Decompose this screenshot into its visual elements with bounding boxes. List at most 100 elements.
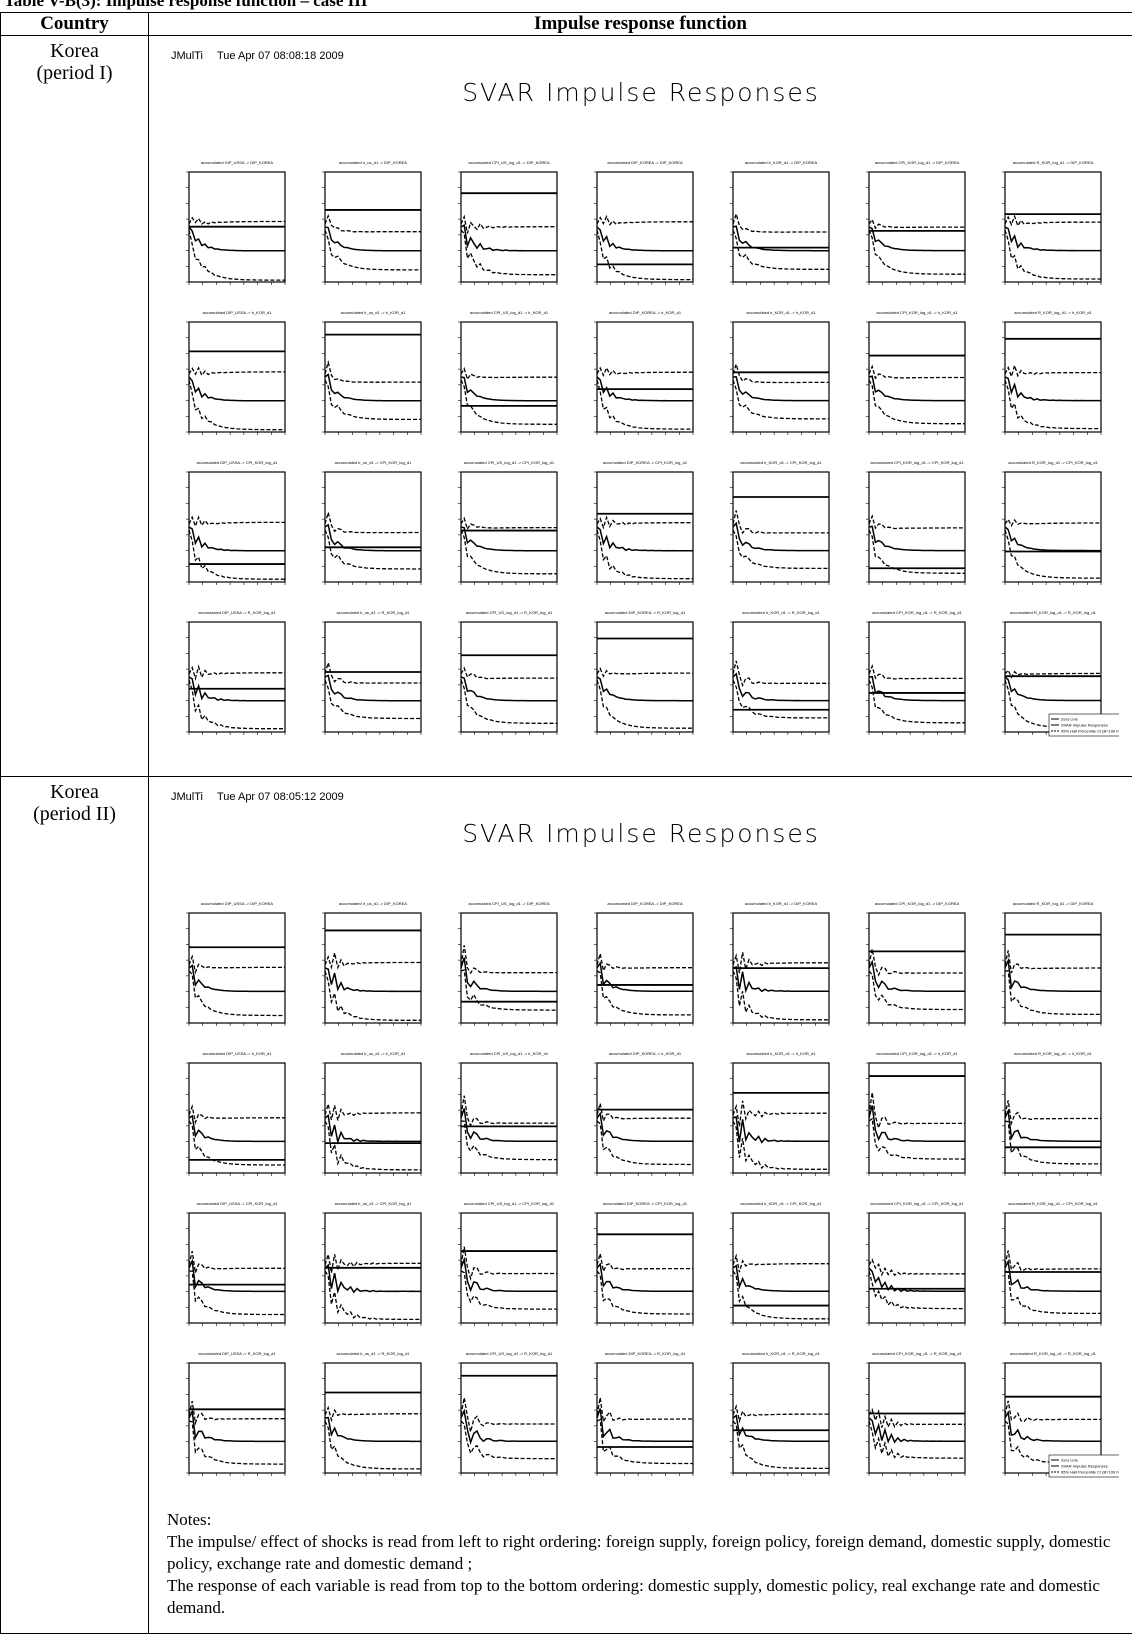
subplot-frame xyxy=(324,471,422,583)
impulse-response-line xyxy=(868,226,965,252)
impulse-response-line xyxy=(188,1258,285,1293)
country-cell: Korea (period I) xyxy=(0,35,149,777)
ci-lower-line xyxy=(188,379,285,431)
impulse-response-line xyxy=(732,225,829,252)
ci-upper-line xyxy=(188,954,285,975)
program-name: JMulTi xyxy=(171,50,203,62)
ci-upper-line xyxy=(732,362,829,384)
ci-upper-line xyxy=(1004,518,1101,527)
program-name: JMulTi xyxy=(171,791,203,803)
ci-upper-line xyxy=(1004,1400,1101,1423)
header-country: Country xyxy=(0,12,149,36)
irf-subplot-r2-c1: accumulated DIP_USSA -> lr_KOR_d1 xyxy=(186,1051,286,1176)
subplot-title: accumulated lr_KOR_d1 -> DIP_KOREA xyxy=(745,160,818,165)
subplot-frame xyxy=(868,1062,966,1174)
ci-upper-line xyxy=(596,366,693,378)
irf-subplot-r1-c1: accumulated DIP_USSA -> DIP_KOREA xyxy=(186,160,286,285)
impulse-response-line xyxy=(188,1114,285,1143)
subplot-title: accumulated R_KOR_log_d1 -> R_KOR_log_d1 xyxy=(1010,610,1096,615)
irf-subplot-r2-c7: accumulated R_KOR_log_d1 -> lr_KOR_d1 xyxy=(1002,310,1102,435)
ci-upper-line xyxy=(732,211,829,233)
subplot-frame xyxy=(732,471,830,583)
ci-lower-line xyxy=(732,529,829,570)
ci-lower-line xyxy=(324,970,421,1021)
irf-subplot-r4-c3: accumulated CPI_US_log_d1 -> R_KOR_log_d… xyxy=(458,1351,558,1476)
irf-subplot-r3-c1: accumulated DIP_USSA -> CPI_KOR_log_d1 xyxy=(186,1201,286,1326)
ci-upper-line xyxy=(1004,1100,1101,1126)
ci-lower-line xyxy=(732,679,829,719)
subplot-title: accumulated CPI_KOR_log_d1 -> R_KOR_log_… xyxy=(872,610,962,615)
impulse-response-line xyxy=(732,672,829,702)
subplot-title: accumulated DIP_KOREA -> DIP_KOREA xyxy=(607,901,683,906)
irf-subplot-r3-c1: accumulated DIP_USSA -> CPI_KOR_log_d1 xyxy=(186,460,286,585)
plot-stamp: JMulTi Tue Apr 07 08:05:12 2009 xyxy=(171,791,344,803)
subplot-title: accumulated CPI_US_log_d1 -> DIP_KOREA xyxy=(468,160,550,165)
impulse-response-line xyxy=(324,1114,421,1145)
legend-box xyxy=(1048,1454,1119,1478)
ci-upper-line xyxy=(1004,1250,1101,1272)
impulse-response-line xyxy=(188,226,285,252)
subplot-title: accumulated lr_KOR_d1 -> R_KOR_log_d1 xyxy=(742,610,820,615)
subplot-title: accumulated R_KOR_log_d1 -> CPI_KOR_log_… xyxy=(1008,1201,1098,1206)
subplot-title: accumulated R_KOR_log_d1 -> R_KOR_log_d1 xyxy=(1010,1351,1096,1356)
country-name: Korea xyxy=(50,781,99,803)
irf-subplot-r1-c2: accumulated lr_us_d1 -> DIP_KOREA xyxy=(322,901,422,1026)
table-row: Korea (period II) JMulTi Tue Apr 07 08:05… xyxy=(0,776,1132,1634)
impulse-response-line xyxy=(324,373,421,402)
ci-lower-line xyxy=(596,1418,693,1465)
impulse-response-line xyxy=(324,523,421,552)
irf-grid-period-2: accumulated DIP_USSA -> DIP_KOREA accumul… xyxy=(186,901,1119,1478)
impulse-response-line xyxy=(868,675,965,702)
country-cell: Korea (period II) xyxy=(0,776,149,1634)
subplot-title: accumulated lr_KOR_d1 -> lr_KOR_d1 xyxy=(746,1051,816,1056)
ci-lower-line xyxy=(868,1270,965,1310)
subplot-title: accumulated DIP_USSA -> R_KOR_log_d1 xyxy=(198,610,276,615)
ci-lower-line xyxy=(188,970,285,1017)
legend-label: Zero Line xyxy=(1061,717,1079,722)
irf-subplot-r2-c3: accumulated CPI_US_log_d1 -> lr_KOR_d1 xyxy=(458,310,558,435)
legend-label: SVAR Impulse Responses xyxy=(1061,1464,1108,1469)
ci-lower-line xyxy=(868,529,965,574)
ci-upper-line xyxy=(868,1407,965,1429)
ci-upper-line xyxy=(188,366,285,377)
ci-upper-line xyxy=(324,509,421,534)
impulse-response-line xyxy=(1004,1259,1101,1292)
ci-lower-line xyxy=(460,679,557,724)
impulse-response-line xyxy=(460,1108,557,1143)
subplot-frame xyxy=(188,321,286,433)
impulse-response-line xyxy=(188,676,285,702)
ci-lower-line xyxy=(596,970,693,1016)
impulse-response-line xyxy=(732,521,829,552)
impulse-response-table: Country Impulse response function Korea … xyxy=(0,12,1132,1634)
ci-upper-line xyxy=(868,218,965,230)
impulse-response-line xyxy=(732,1414,829,1442)
irf-subplot-r4-c2: accumulated lr_us_d1 -> R_KOR_log_d1 xyxy=(322,1351,422,1476)
ci-lower-line xyxy=(732,379,829,420)
legend-label: 95% Hall Percentile CI (B=100 h=30) xyxy=(1061,729,1119,734)
ci-upper-line xyxy=(596,667,693,678)
subplot-title: accumulated DIP_KOREA -> CPI_KOR_log_d1 xyxy=(603,1201,688,1206)
subplot-frame xyxy=(596,321,694,433)
irf-panel-period-2: JMulTi Tue Apr 07 08:05:12 2009 SVAR Impu… xyxy=(149,777,1132,1499)
country-name: Korea xyxy=(50,40,99,62)
irf-subplot-r1-c4: accumulated DIP_KOREA -> DIP_KOREA xyxy=(594,901,694,1026)
ci-upper-line xyxy=(188,664,285,681)
impulse-response-line xyxy=(1004,957,1101,992)
impulse-response-line xyxy=(1004,226,1101,252)
ci-lower-line xyxy=(1004,970,1101,1016)
impulse-response-line xyxy=(596,226,693,252)
subplot-title: accumulated lr_KOR_d1 -> CPI_KOR_log_d1 xyxy=(740,460,822,465)
table-caption: Table V-B(3): Impulse response function … xyxy=(4,0,368,10)
ci-lower-line xyxy=(596,1270,693,1315)
impulse-response-line xyxy=(868,1267,965,1293)
ci-upper-line xyxy=(324,214,421,233)
subplot-title: accumulated CPI_US_log_d1 -> lr_KOR_d1 xyxy=(470,1051,549,1056)
subplot-title: accumulated R_KOR_log_d1 -> lr_KOR_d1 xyxy=(1014,310,1092,315)
subplot-title: accumulated CPI_KOR_log_d1 -> lr_KOR_d1 xyxy=(876,310,958,315)
impulse-response-line xyxy=(1004,676,1101,702)
subplot-title: accumulated DIP_USSA -> lr_KOR_d1 xyxy=(202,310,272,315)
subplot-title: accumulated CPI_KOR_log_d1 -> R_KOR_log_… xyxy=(872,1351,962,1356)
subplot-frame xyxy=(868,1362,966,1474)
ci-upper-line xyxy=(596,953,693,973)
